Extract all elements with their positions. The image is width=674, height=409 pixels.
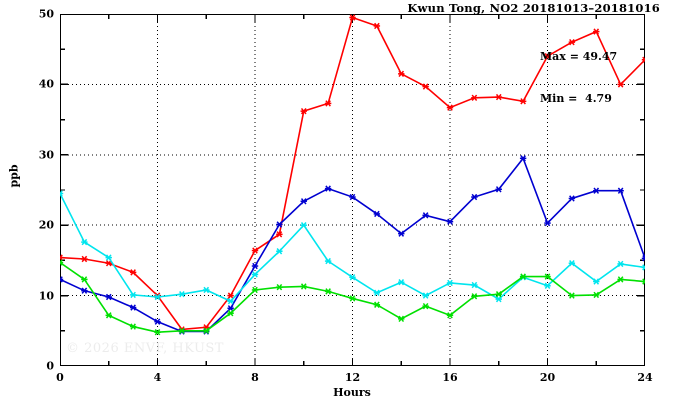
y-axis-label: ppb — [7, 164, 21, 188]
x-tick-label: 4 — [153, 371, 162, 384]
x-tick-label: 12 — [344, 371, 361, 384]
stats-annotation: Max = 49.47 Min = 4.79 — [540, 22, 617, 134]
y-tick-label: 10 — [38, 289, 54, 303]
y-tick-label: 50 — [38, 7, 54, 21]
x-tick-label: 8 — [251, 371, 259, 384]
y-tick-label: 20 — [38, 218, 54, 232]
series-plot — [60, 14, 645, 366]
x-tick-label: 16 — [442, 371, 458, 384]
x-tick-label: 24 — [637, 371, 653, 384]
y-tick-label: 0 — [46, 359, 54, 373]
min-value-label: Min = 4.79 — [540, 92, 612, 105]
chart-title: Kwun Tong, NO2 20181013–20181016 — [407, 1, 660, 15]
y-tick-label: 30 — [38, 148, 54, 162]
plot-area — [60, 14, 645, 366]
max-value-label: Max = 49.47 — [540, 50, 618, 63]
x-tick-label: 0 — [56, 371, 64, 384]
y-tick-label: 40 — [38, 77, 54, 91]
x-tick-label: 20 — [539, 371, 556, 384]
x-axis-label: Hours — [333, 386, 371, 399]
